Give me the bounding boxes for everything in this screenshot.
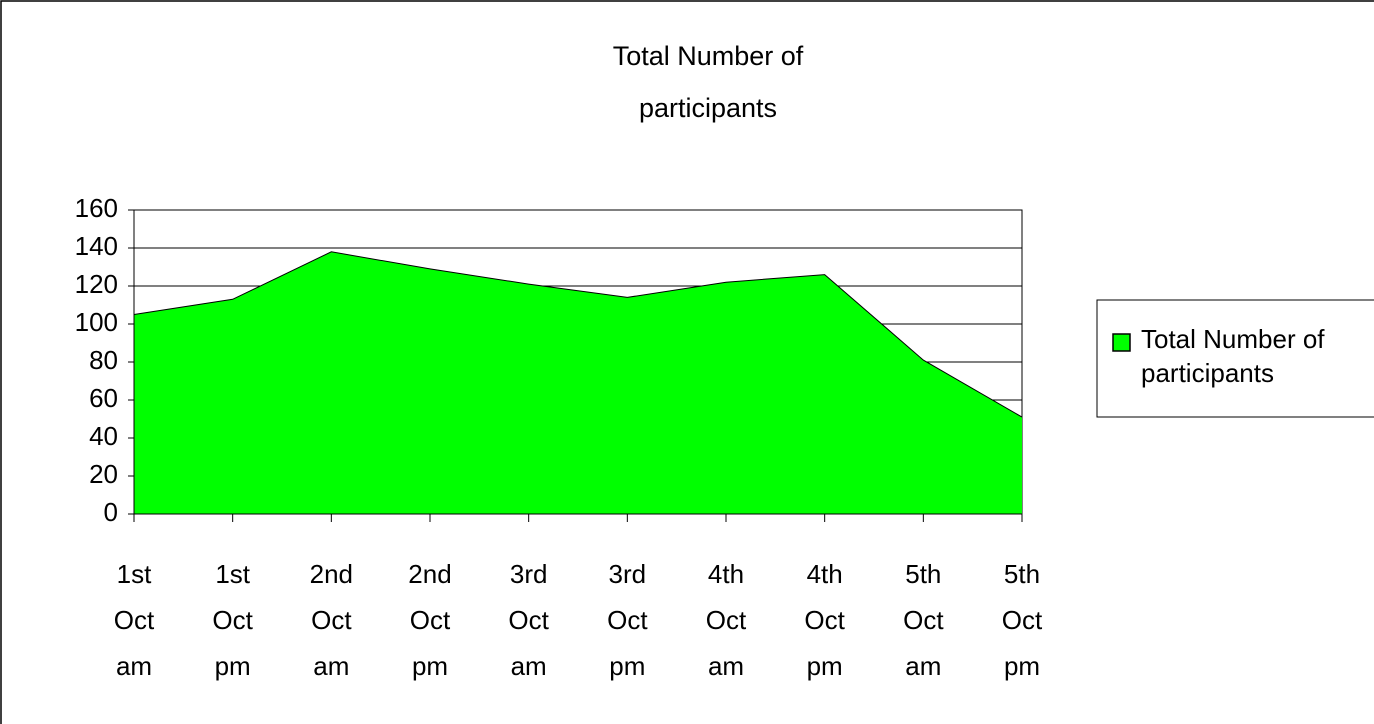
y-tick-label: 100 [75,307,118,337]
x-tick-label: 2nd Oct am [309,559,354,681]
y-tick-label: 140 [75,231,118,261]
legend-box [1096,299,1374,418]
x-tick-label: 2nd Oct pm [408,559,452,681]
x-tick-label: 3rd Oct pm [607,559,648,681]
x-tick-label: 1st Oct am [113,559,155,681]
x-tick-label: 4th Oct am [705,559,747,681]
chart-title: Total Number of participants [612,41,804,123]
x-tick-label: 3rd Oct am [508,559,549,681]
y-tick-label: 20 [89,459,118,489]
area-edge [133,251,1023,418]
legend-swatch [1112,333,1131,352]
legend-label: Total Number of participants [1141,324,1325,388]
y-tick-label: 0 [104,497,118,527]
y-tick-label: 60 [89,383,118,413]
x-tick-label: 5th Oct am [903,559,944,681]
x-tick-label: 4th Oct pm [804,559,845,681]
area [134,251,1022,515]
x-tick-label: 5th Oct pm [1001,559,1043,681]
y-tick-label: 40 [89,421,118,451]
y-tick-label: 160 [75,193,118,223]
y-tick-label: 120 [75,269,118,299]
y-tick-label: 80 [89,345,118,375]
x-tick-label: 1st Oct pm [212,559,253,681]
